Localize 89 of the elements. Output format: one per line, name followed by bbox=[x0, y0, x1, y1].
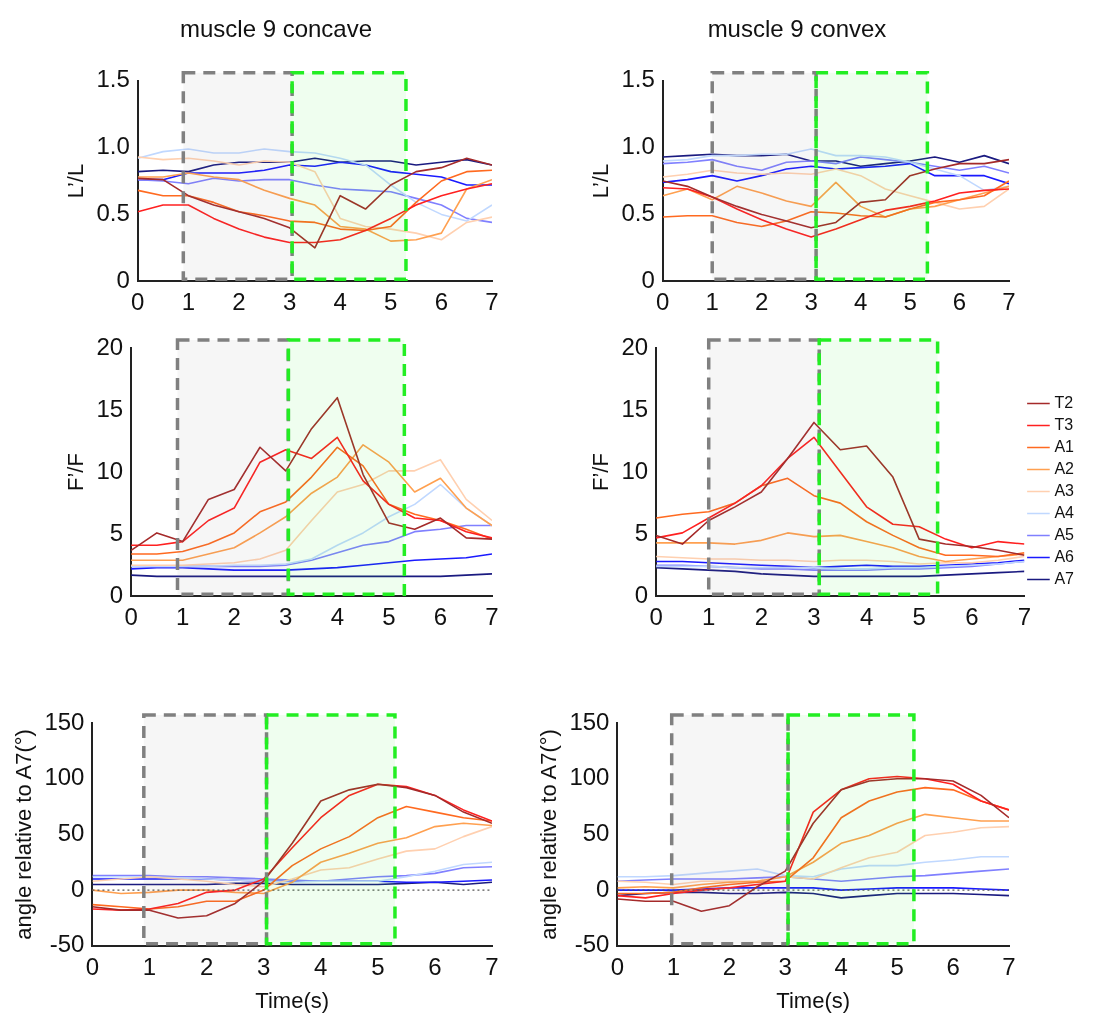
x-tick-label: 5 bbox=[903, 288, 917, 316]
y-axis-title: angle relative to A7(°) bbox=[11, 729, 37, 940]
x-tick-label: 1 bbox=[666, 952, 681, 980]
x-tick-label: 2 bbox=[755, 288, 769, 316]
x-tick-label: 3 bbox=[279, 603, 293, 631]
x-tick-label: 7 bbox=[1017, 603, 1032, 631]
y-tick-label: 0 bbox=[116, 265, 130, 293]
y-tick-label: 50 bbox=[582, 819, 610, 847]
y-tick-label: 0 bbox=[641, 265, 655, 293]
legend-label: A5 bbox=[1054, 525, 1075, 543]
x-tick-label: 7 bbox=[485, 603, 499, 631]
x-tick-label: 5 bbox=[912, 603, 926, 631]
chart-title: muscle 9 convex bbox=[707, 15, 887, 43]
x-tick-label: 6 bbox=[965, 603, 979, 631]
x-tick-label: 2 bbox=[754, 603, 769, 631]
x-tick-label: 5 bbox=[384, 288, 398, 316]
y-tick-label: 0 bbox=[634, 580, 649, 608]
x-tick-label: 3 bbox=[807, 603, 821, 631]
x-tick-label: 2 bbox=[232, 288, 246, 316]
chart-title: muscle 9 concave bbox=[179, 15, 373, 43]
y-tick-label: 5 bbox=[634, 518, 649, 546]
x-tick-label: 4 bbox=[853, 288, 868, 316]
x-tick-label: 4 bbox=[333, 288, 347, 316]
x-axis-title: Time(s) bbox=[776, 987, 851, 1013]
x-tick-label: 7 bbox=[1002, 952, 1016, 980]
y-axis-title: L’/L bbox=[588, 163, 614, 199]
y-tick-label: 0 bbox=[596, 874, 610, 902]
y-tick-label: 20 bbox=[621, 332, 649, 360]
y-axis-title: F’/F bbox=[588, 453, 614, 492]
y-tick-label: 1.5 bbox=[96, 65, 130, 93]
y-axis-title: F’/F bbox=[63, 453, 89, 492]
x-tick-label: 3 bbox=[257, 952, 271, 980]
x-tick-label: 5 bbox=[371, 952, 385, 980]
x-tick-label: 4 bbox=[834, 952, 848, 980]
x-tick-label: 6 bbox=[946, 952, 960, 980]
legend-label: A3 bbox=[1054, 481, 1075, 499]
x-axis-title: Time(s) bbox=[255, 987, 330, 1013]
x-tick-label: 3 bbox=[804, 288, 818, 316]
y-tick-label: 5 bbox=[109, 518, 124, 546]
x-tick-label: 5 bbox=[382, 603, 396, 631]
x-tick-label: 3 bbox=[282, 288, 297, 316]
legend-label: A1 bbox=[1054, 437, 1075, 455]
legend-label: A6 bbox=[1054, 547, 1075, 565]
y-tick-label: 0.5 bbox=[96, 199, 130, 227]
y-tick-label: 1.0 bbox=[621, 132, 655, 160]
x-tick-label: 2 bbox=[227, 603, 241, 631]
x-tick-label: 1 bbox=[702, 603, 716, 631]
y-tick-label: -50 bbox=[49, 930, 85, 958]
y-tick-label: 15 bbox=[621, 394, 649, 422]
x-tick-label: 5 bbox=[890, 952, 904, 980]
y-tick-label: -50 bbox=[574, 930, 610, 958]
legend-label: T2 bbox=[1054, 393, 1074, 411]
legend-label: A7 bbox=[1054, 569, 1075, 587]
x-tick-label: 1 bbox=[181, 288, 196, 316]
y-tick-label: 150 bbox=[44, 707, 85, 735]
x-tick-label: 6 bbox=[434, 288, 449, 316]
y-tick-label: 100 bbox=[44, 763, 85, 791]
y-tick-label: 15 bbox=[96, 394, 124, 422]
y-tick-label: 1.0 bbox=[96, 132, 130, 160]
y-tick-label: 150 bbox=[569, 707, 610, 735]
x-tick-label: 2 bbox=[722, 952, 736, 980]
y-tick-label: 10 bbox=[96, 456, 124, 484]
y-axis-title: L’/L bbox=[63, 163, 89, 199]
legend-label: A4 bbox=[1054, 503, 1075, 521]
legend-label: T3 bbox=[1054, 415, 1074, 433]
y-tick-label: 20 bbox=[96, 332, 124, 360]
x-tick-label: 4 bbox=[859, 603, 874, 631]
x-tick-label: 6 bbox=[952, 288, 967, 316]
y-axis-title: angle relative to A7(°) bbox=[536, 729, 562, 940]
y-tick-label: 1.5 bbox=[621, 65, 655, 93]
x-tick-label: 1 bbox=[705, 288, 719, 316]
x-tick-label: 1 bbox=[142, 952, 157, 980]
x-tick-label: 1 bbox=[175, 603, 190, 631]
y-tick-label: 0.5 bbox=[621, 199, 655, 227]
x-tick-label: 7 bbox=[1002, 288, 1016, 316]
y-tick-label: 100 bbox=[569, 763, 610, 791]
x-tick-label: 7 bbox=[485, 952, 499, 980]
x-tick-label: 2 bbox=[199, 952, 214, 980]
x-tick-label: 3 bbox=[778, 952, 792, 980]
y-tick-label: 0 bbox=[109, 580, 124, 608]
x-tick-label: 6 bbox=[433, 603, 448, 631]
x-tick-label: 4 bbox=[330, 603, 345, 631]
x-tick-label: 6 bbox=[428, 952, 442, 980]
x-tick-label: 4 bbox=[314, 952, 328, 980]
y-tick-label: 50 bbox=[57, 819, 85, 847]
x-tick-label: 7 bbox=[485, 288, 499, 316]
y-tick-label: 10 bbox=[621, 456, 649, 484]
legend-label: A2 bbox=[1054, 459, 1075, 477]
y-tick-label: 0 bbox=[71, 874, 85, 902]
